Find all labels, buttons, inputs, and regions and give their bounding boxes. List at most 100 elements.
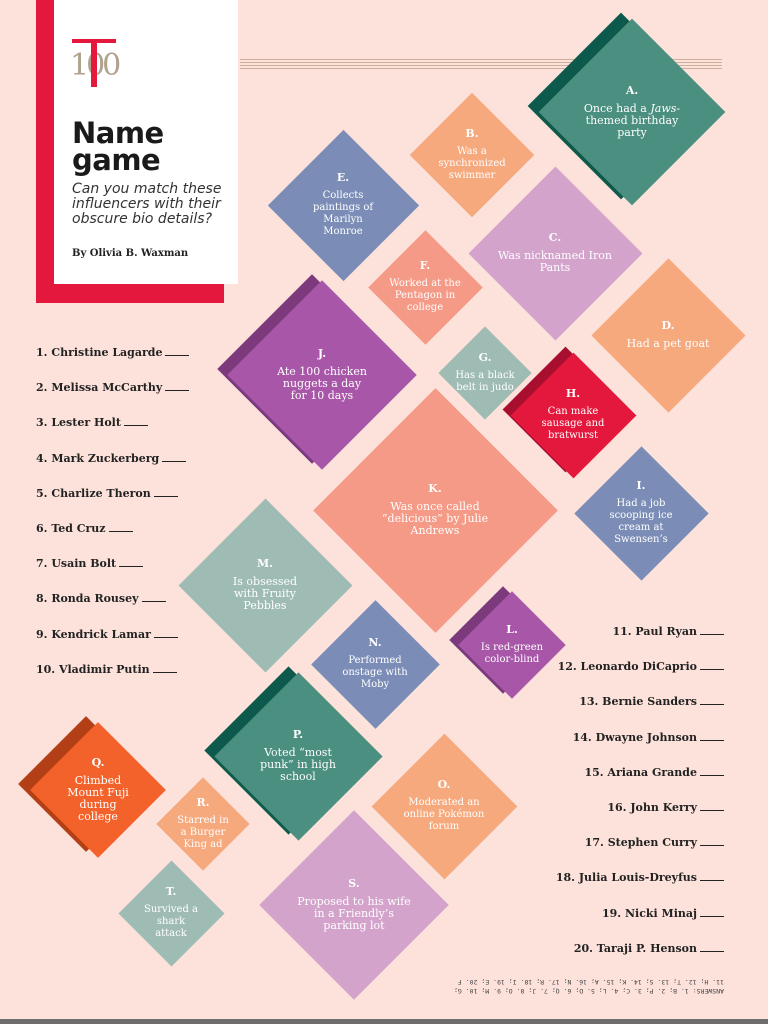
names-list-left: 1. Christine Lagarde 2. Melissa McCarthy… bbox=[36, 346, 190, 698]
clue-text: Was a synchronized swimmer bbox=[438, 146, 506, 181]
clue-letter: B. bbox=[465, 127, 479, 140]
answer-blank[interactable] bbox=[123, 416, 148, 427]
clue-text-block: K. Was once called “delicious” by Julie A… bbox=[375, 388, 495, 632]
answer-blank[interactable] bbox=[700, 836, 724, 847]
clue-text-block: S. Proposed to his wife in a Friendly’s p… bbox=[296, 810, 412, 1000]
clue-letter: M. bbox=[256, 557, 273, 570]
clue-letter: R. bbox=[196, 796, 210, 809]
answer-blank[interactable] bbox=[165, 381, 190, 392]
answer-blank[interactable] bbox=[700, 942, 724, 952]
answer-blank[interactable] bbox=[119, 557, 144, 568]
clue-letter: D. bbox=[661, 319, 675, 332]
clue-text: Climbed Mount Fuji during college bbox=[67, 774, 129, 823]
clue-letter: G. bbox=[478, 351, 492, 364]
name-item[interactable]: 11. Paul Ryan bbox=[556, 625, 724, 660]
answer-key-line-1: ANSWERS: 1. B; 2. P; 3. C; 4. L; 5. D; 6… bbox=[453, 987, 724, 995]
answer-blank[interactable] bbox=[700, 660, 724, 671]
clue-text-block: J. Ate 100 chicken nuggets a day for 10 d… bbox=[277, 280, 367, 470]
clue-text: Collects paintings of Marilyn Monroe bbox=[312, 190, 374, 237]
clue-letter: S. bbox=[348, 877, 360, 890]
clue-text-block: E. Collects paintings of Marilyn Monroe bbox=[308, 129, 378, 281]
name-item[interactable]: 19. Nicki Minaj bbox=[556, 907, 724, 942]
clue-letter: I. bbox=[636, 479, 646, 492]
clue-text: Had a pet goat bbox=[626, 337, 710, 350]
clue-text: Was once called “delicious” by Julie And… bbox=[381, 500, 489, 537]
name-item[interactable]: 18. Julia Louis-Dreyfus bbox=[556, 871, 724, 906]
name-item[interactable]: 12. Leonardo DiCaprio bbox=[556, 660, 724, 695]
clue-letter: A. bbox=[625, 84, 639, 97]
page-title: Name game bbox=[72, 116, 164, 177]
name-item[interactable]: 9. Kendrick Lamar bbox=[36, 628, 189, 663]
clue-text-block: L. Is red-green color-blind bbox=[475, 591, 549, 699]
clue-text: Starred in a Burger King ad bbox=[177, 815, 229, 850]
clue-text-block: A. Once had a Jaws-themed birthday party bbox=[582, 19, 682, 205]
answer-key-line-2: 11. H; 12. T; 13. S; 14. K; 15. A; 16. N… bbox=[457, 978, 724, 986]
name-item[interactable]: 13. Bernie Sanders bbox=[556, 695, 724, 730]
header-card bbox=[54, 0, 238, 284]
clue-text: Is obsessed with Fruity Pebbles bbox=[232, 575, 298, 612]
name-item[interactable]: 7. Usain Bolt bbox=[36, 557, 189, 592]
clue-text: Proposed to his wife in a Friendly’s par… bbox=[297, 895, 411, 932]
time100-logo: 100 bbox=[70, 36, 122, 90]
name-item[interactable]: 10. Vladimir Putin bbox=[36, 663, 189, 698]
answer-blank[interactable] bbox=[152, 663, 177, 673]
answer-blank[interactable] bbox=[700, 695, 724, 706]
clue-text-block: P. Voted “most punk” in high school bbox=[255, 672, 341, 840]
clue-text-block: H. Can make sausage and bratwurst bbox=[535, 352, 611, 478]
answer-blank[interactable] bbox=[700, 871, 724, 882]
answer-blank[interactable] bbox=[700, 731, 724, 741]
answer-blank[interactable] bbox=[153, 628, 178, 638]
clue-text-block: G. Has a black belt in judo bbox=[453, 326, 517, 420]
clue-text: Can make sausage and bratwurst bbox=[541, 406, 605, 441]
clue-text-block: I. Had a job scooping ice cream at Swense… bbox=[602, 446, 680, 580]
clue-text: Moderated an online Pokémon forum bbox=[403, 797, 485, 832]
answer-blank[interactable] bbox=[700, 907, 724, 917]
clue-letter: T. bbox=[165, 885, 177, 898]
clue-letter: K. bbox=[428, 482, 442, 495]
clue-letter: J. bbox=[317, 347, 327, 360]
name-item[interactable]: 16. John Kerry bbox=[556, 801, 724, 836]
name-item[interactable]: 14. Dwayne Johnson bbox=[556, 731, 724, 766]
clue-letter: N. bbox=[368, 636, 382, 649]
clue-text: Has a black belt in judo bbox=[455, 370, 515, 393]
answer-blank[interactable] bbox=[700, 801, 724, 811]
clue-text: Performed onstage with Moby bbox=[342, 655, 408, 690]
clue-text-block: T. Survived a shark attack bbox=[140, 860, 202, 966]
clue-letter: E. bbox=[336, 171, 350, 184]
clue-text: Worked at the Pentagon in college bbox=[389, 278, 461, 313]
name-item[interactable]: 8. Ronda Rousey bbox=[36, 592, 189, 627]
clue-letter: P. bbox=[292, 728, 304, 741]
page-subtitle: Can you match these influencers with the… bbox=[72, 181, 222, 227]
name-item[interactable]: 3. Lester Holt bbox=[36, 416, 189, 451]
clue-text-block: O. Moderated an online Pokémon forum bbox=[400, 733, 488, 879]
names-list-right: 11. Paul Ryan 12. Leonardo DiCaprio 13. … bbox=[556, 625, 724, 977]
name-item[interactable]: 4. Mark Zuckerberg bbox=[36, 452, 189, 487]
answer-blank[interactable] bbox=[153, 487, 178, 497]
answer-blank[interactable] bbox=[162, 452, 187, 462]
clue-text: Is red-green color-blind bbox=[480, 642, 544, 665]
answer-blank[interactable] bbox=[165, 346, 190, 356]
decorative-lines bbox=[240, 59, 722, 69]
clue-text-block: B. Was a synchronized swimmer bbox=[430, 93, 514, 217]
name-item[interactable]: 5. Charlize Theron bbox=[36, 487, 189, 522]
clue-text-block: F. Worked at the Pentagon in college bbox=[383, 230, 467, 344]
name-item[interactable]: 1. Christine Lagarde bbox=[36, 346, 190, 381]
name-item[interactable]: 17. Stephen Curry bbox=[556, 836, 724, 871]
name-item[interactable]: 2. Melissa McCarthy bbox=[36, 381, 190, 416]
answer-blank[interactable] bbox=[141, 592, 166, 603]
clue-letter: F. bbox=[419, 259, 431, 272]
name-item[interactable]: 15. Ariana Grande bbox=[556, 766, 724, 801]
answer-blank[interactable] bbox=[700, 625, 724, 635]
clue-text-block: R. Starred in a Burger King ad bbox=[173, 777, 233, 871]
clue-text: Voted “most punk” in high school bbox=[260, 746, 336, 783]
clue-text: Ate 100 chicken nuggets a day for 10 day… bbox=[277, 365, 367, 402]
clue-text-block: Q. Climbed Mount Fuji during college bbox=[62, 722, 134, 858]
name-item[interactable]: 6. Ted Cruz bbox=[36, 522, 189, 557]
clue-text: Was nicknamed Iron Pants bbox=[498, 249, 612, 274]
name-item[interactable]: 20. Taraji P. Henson bbox=[556, 942, 724, 977]
answer-blank[interactable] bbox=[700, 766, 724, 776]
clue-text-block: C. Was nicknamed Iron Pants bbox=[495, 166, 615, 340]
clue-text-block: D. Had a pet goat bbox=[613, 258, 723, 412]
answer-blank[interactable] bbox=[108, 522, 133, 532]
clue-text-block: M. Is obsessed with Fruity Pebbles bbox=[224, 498, 306, 672]
